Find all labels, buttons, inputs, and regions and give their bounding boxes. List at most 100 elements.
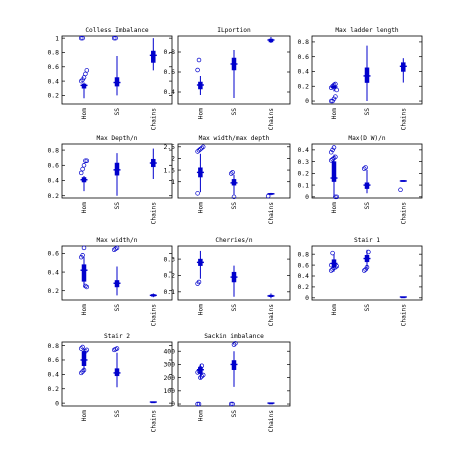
- box-ss: [230, 50, 238, 98]
- outlier-point: [230, 170, 235, 175]
- category-label: SS: [231, 410, 238, 418]
- category-label: Chains: [151, 108, 158, 131]
- outlier-point: [199, 374, 205, 379]
- panel-9: Stair 1 0 0.2 0.4 0.6 0.8 Hom SS Chains: [297, 237, 423, 326]
- outlier-point: [328, 262, 334, 268]
- box-chains: [149, 148, 157, 179]
- box-body: [81, 83, 87, 89]
- outlier-point: [228, 171, 234, 176]
- box-hom: [328, 250, 340, 273]
- outlier-point: [330, 157, 335, 162]
- y-tick-label: 0.6: [297, 53, 309, 61]
- category-label: SS: [114, 304, 121, 312]
- outlier-point: [114, 346, 120, 351]
- outlier-point: [84, 284, 90, 290]
- y-tick-label: 0.4: [297, 146, 309, 154]
- box-hom: [78, 158, 90, 192]
- category-label: Chains: [268, 304, 275, 327]
- outlier-point: [114, 245, 120, 251]
- y-tick-label: 0.2: [47, 385, 59, 393]
- outlier-point: [196, 368, 202, 374]
- outlier-point: [328, 85, 334, 90]
- panel-2: ILportion 0.4 0.6 0.8 Hom SS Chains: [163, 27, 291, 130]
- box-ss: [361, 165, 371, 194]
- outlier-point: [195, 191, 200, 196]
- outlier-point: [198, 366, 203, 371]
- outlier-point: [81, 163, 87, 168]
- box-ss: [230, 265, 238, 297]
- panel-frame: [177, 245, 291, 301]
- outlier-point: [398, 187, 403, 193]
- y-tick-label: 2: [171, 155, 175, 163]
- outlier-point: [328, 158, 334, 163]
- outlier-point: [328, 268, 334, 273]
- panel-title: Colless Imbalance: [85, 27, 149, 34]
- category-label: Hom: [198, 108, 205, 119]
- category-label: SS: [231, 304, 238, 312]
- category-label: SS: [231, 108, 238, 116]
- box-hom: [195, 144, 206, 196]
- panel-title: Stair 2: [104, 333, 130, 340]
- panel-frame: [61, 341, 173, 407]
- box-chains: [267, 37, 275, 43]
- category-label: SS: [114, 202, 121, 210]
- outlier-point: [330, 147, 335, 153]
- box-ss: [111, 346, 121, 388]
- outlier-point: [328, 98, 334, 104]
- outlier-point: [196, 148, 202, 153]
- panel-6: Max(D W)/n 0 0.1 0.2 0.3 0.4 Hom SS Chains: [297, 135, 423, 224]
- outlier-point: [198, 375, 203, 380]
- outlier-point: [78, 370, 84, 376]
- box-chains: [267, 293, 275, 299]
- y-tick-label: 400: [163, 347, 175, 355]
- outlier-point: [361, 166, 367, 171]
- y-tick-label: 0.4: [47, 177, 59, 185]
- y-tick-label: 0.6: [47, 356, 59, 364]
- outlier-point: [84, 68, 90, 73]
- outlier-point: [80, 369, 85, 374]
- panel-title: ILportion: [217, 27, 251, 34]
- box-hom: [78, 35, 90, 99]
- y-tick-label: 0.8: [47, 49, 59, 57]
- panel-4: Max Depth/n 0.2 0.4 0.6 0.8 Hom SS Chains: [47, 135, 173, 224]
- box-ss: [361, 249, 371, 273]
- category-label: Hom: [198, 202, 205, 213]
- box-ss: [111, 245, 121, 296]
- outlier-point: [83, 158, 88, 163]
- outlier-point: [196, 57, 202, 63]
- panel-frame: [311, 245, 423, 301]
- outlier-point: [333, 194, 338, 200]
- y-tick-label: 0.6: [47, 63, 59, 71]
- category-label: Chains: [401, 108, 408, 131]
- y-tick-label: 0.2: [297, 170, 309, 178]
- box-chains: [267, 402, 275, 405]
- outlier-point: [195, 401, 200, 407]
- outlier-point: [84, 158, 90, 163]
- outlier-point: [230, 401, 235, 407]
- y-tick-label: 0.8: [297, 250, 309, 258]
- outlier-point: [330, 98, 335, 104]
- category-label: Hom: [81, 410, 88, 421]
- y-tick-label: 0: [305, 97, 309, 105]
- panel-title: Cherries/n: [215, 237, 253, 244]
- box-body: [114, 368, 120, 377]
- panel-10: Stair 2 0 0.2 0.4 0.6 0.8 Hom SS Chains: [47, 333, 173, 432]
- y-tick-label: 0.2: [47, 92, 59, 100]
- outlier-point: [231, 342, 237, 347]
- box-hom: [328, 81, 340, 104]
- box-hom: [328, 145, 340, 200]
- y-tick-label: 0.4: [47, 268, 59, 276]
- outlier-point: [78, 346, 84, 351]
- outlier-point: [195, 370, 200, 375]
- panel-frame: [177, 143, 291, 199]
- y-tick-label: 300: [163, 361, 175, 369]
- box-hom: [195, 363, 206, 407]
- category-label: SS: [364, 108, 371, 116]
- y-tick-label: 0.4: [163, 88, 175, 96]
- box-body: [81, 351, 87, 366]
- outlier-point: [200, 144, 206, 150]
- panel-frame: [311, 35, 423, 105]
- box-chains: [399, 296, 407, 299]
- outlier-point: [78, 170, 84, 176]
- panel-7: Max width/n 0.2 0.4 0.6 Hom SS Chains: [47, 237, 173, 326]
